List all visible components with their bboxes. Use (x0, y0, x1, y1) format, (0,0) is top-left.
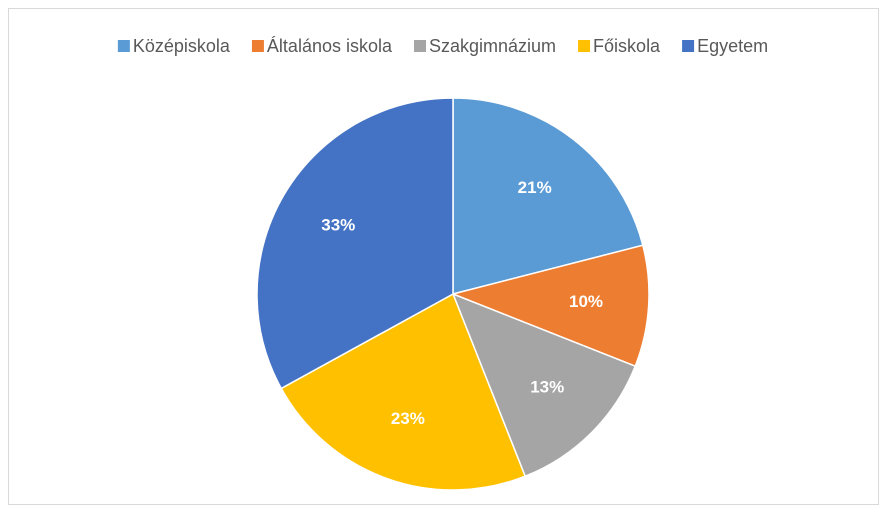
pie-slice (450, 244, 650, 368)
pie-slice (280, 292, 527, 491)
pie-slice (452, 97, 644, 295)
data-label: 23% (391, 409, 425, 428)
legend-swatch (117, 40, 130, 52)
legend-label: Középiskola (133, 36, 231, 56)
data-label: 33% (321, 216, 355, 235)
legend-label: Főiskola (593, 36, 661, 56)
legend-label: Általános iskola (267, 36, 393, 56)
legend-label: Egyetem (697, 36, 768, 56)
legend-label: Szakgimnázium (429, 36, 556, 56)
pie-slice (256, 97, 454, 390)
data-label: 13% (530, 378, 564, 397)
pie-slice (451, 292, 637, 478)
legend-swatch (414, 40, 427, 52)
legend-swatch (682, 40, 695, 52)
legend-swatch (578, 40, 591, 52)
data-label: 21% (518, 178, 552, 197)
data-label: 10% (569, 292, 603, 311)
legend-swatch (251, 40, 264, 52)
